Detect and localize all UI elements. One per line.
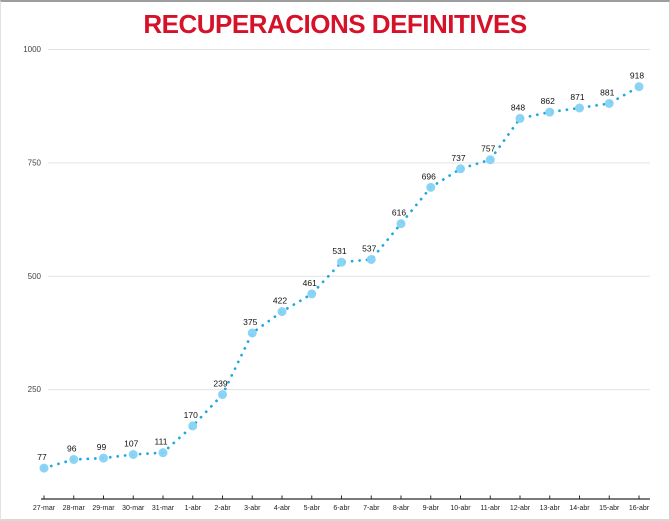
- data-point-label: 99: [97, 442, 107, 452]
- x-axis-tick-label: 14-abr: [569, 505, 590, 512]
- data-point-label: 848: [511, 102, 525, 112]
- data-point-marker: [575, 103, 584, 113]
- data-point-label: 461: [303, 278, 317, 288]
- x-axis-tick-label: 11-abr: [480, 505, 500, 512]
- data-point-marker: [485, 155, 495, 165]
- data-point-marker: [515, 113, 525, 123]
- data-point-marker: [426, 182, 436, 192]
- x-axis-tick-label: 6-abr: [333, 505, 350, 512]
- data-point-label: 881: [600, 87, 614, 97]
- y-axis-tick-label: 750: [28, 158, 42, 167]
- data-point-marker: [634, 82, 644, 92]
- data-point-label: 239: [213, 379, 227, 389]
- data-point-label: 918: [630, 71, 644, 81]
- data-point-marker: [396, 219, 406, 229]
- data-point-label: 111: [155, 437, 168, 447]
- chart-title: RECUPERACIONS DEFINITIVES: [143, 9, 527, 39]
- data-point-marker: [218, 390, 227, 400]
- y-axis-tick-label: 500: [28, 272, 42, 281]
- data-point-marker: [545, 107, 555, 117]
- data-point-label: 422: [273, 296, 287, 306]
- x-axis-tick-label: 27-mar: [33, 505, 56, 512]
- data-point-marker: [188, 421, 198, 431]
- data-point-label: 871: [570, 92, 584, 102]
- data-point-label: 696: [422, 171, 436, 181]
- data-point-label: 107: [124, 438, 138, 448]
- data-point-marker: [99, 453, 108, 463]
- x-axis-tick-label: 13-abr: [540, 505, 561, 512]
- data-point-marker: [39, 463, 49, 473]
- x-axis-tick-label: 29-mar: [92, 505, 115, 512]
- x-axis-tick-label: 10-abr: [450, 505, 471, 512]
- x-axis-tick-label: 30-mar: [122, 505, 145, 512]
- data-point-label: 862: [541, 96, 555, 106]
- data-point-label: 170: [184, 410, 198, 420]
- data-point-marker: [277, 307, 287, 317]
- data-point-marker: [366, 254, 376, 264]
- x-axis-tick-label: 31-mar: [152, 505, 175, 512]
- data-point-marker: [456, 164, 465, 174]
- data-point-marker: [337, 257, 346, 267]
- x-axis-tick-label: 8-abr: [393, 505, 410, 512]
- data-point-label: 375: [243, 317, 257, 327]
- x-axis-labels: 27-mar 28-mar 29-mar 30-mar 31-mar 1-abr 2-abr…: [33, 495, 650, 512]
- x-axis-tick-label: 16-abr: [629, 505, 650, 512]
- data-point-label: 77: [37, 452, 47, 462]
- y-axis-tick-label: 1000: [23, 45, 41, 54]
- x-axis-tick-label: 9-abr: [423, 505, 440, 512]
- x-axis-tick-label: 12-abr: [510, 505, 531, 512]
- data-point-label: 537: [362, 243, 376, 253]
- data-point-marker: [128, 449, 138, 459]
- series-points: 77 96 99 107 111 170 239 375 422 461 531 537 616 696 7…: [37, 71, 644, 473]
- x-axis-tick-label: 28-mar: [63, 505, 86, 512]
- data-point-marker: [247, 328, 257, 338]
- data-point-label: 96: [67, 443, 77, 453]
- data-point-marker: [69, 454, 79, 464]
- data-point-label: 757: [481, 144, 495, 154]
- x-axis-tick-label: 5-abr: [304, 505, 321, 512]
- data-point-label: 531: [332, 246, 346, 256]
- series-dotted-line: [42, 85, 641, 470]
- x-axis-tick-label: 2-abr: [214, 505, 231, 512]
- data-point-label: 737: [451, 153, 465, 163]
- x-axis-tick-label: 3-abr: [244, 505, 261, 512]
- data-point-marker: [158, 448, 168, 458]
- data-point-marker: [604, 98, 614, 108]
- x-axis-tick-label: 7-abr: [363, 505, 380, 512]
- x-axis-tick-label: 1-abr: [185, 505, 202, 512]
- x-axis-tick-label: 4-abr: [274, 505, 291, 512]
- data-point-marker: [307, 289, 317, 299]
- data-point-label: 616: [392, 208, 406, 218]
- x-axis-tick-label: 15-abr: [599, 505, 620, 512]
- y-axis-tick-label: 250: [28, 385, 42, 394]
- gridlines: 250 500 750 1000: [23, 45, 650, 394]
